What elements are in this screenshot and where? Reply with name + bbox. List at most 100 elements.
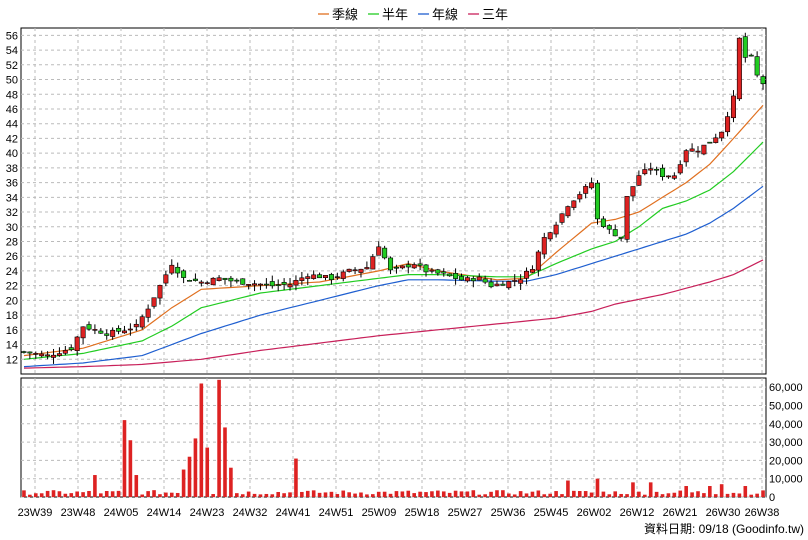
volume-bar: [134, 475, 139, 497]
candle: [133, 319, 139, 332]
candle-body: [417, 263, 423, 266]
candle: [453, 268, 459, 285]
candle-body: [594, 182, 600, 220]
candle-body: [488, 281, 494, 288]
x-tick-label: 25W18: [405, 507, 440, 519]
volume-bar: [672, 492, 677, 497]
candle-body: [346, 268, 352, 272]
candle-body: [27, 351, 33, 354]
candle-body: [121, 330, 127, 334]
candle: [139, 314, 145, 330]
candle: [736, 37, 742, 101]
volume-bar: [317, 492, 322, 497]
volume-tick-label: 0: [769, 492, 775, 504]
ma-line-3: [23, 259, 764, 369]
volume-bar: [33, 493, 38, 497]
candle: [689, 143, 695, 152]
candle-body: [547, 232, 553, 240]
volume-bar: [583, 491, 588, 497]
candle-body: [725, 116, 731, 133]
volume-bar: [512, 494, 517, 497]
candle: [163, 270, 169, 287]
candle: [713, 133, 719, 144]
volume-bar: [725, 493, 730, 497]
volume-bar: [719, 484, 724, 497]
price-tick-label: 40: [6, 148, 18, 160]
candle: [86, 321, 92, 331]
candle: [56, 347, 62, 357]
volume-bar: [459, 491, 464, 497]
candle-body: [62, 350, 68, 354]
volume-tick-label: 40,000: [769, 419, 803, 431]
candle-body: [429, 269, 435, 272]
candle: [695, 146, 701, 158]
volume-bar: [164, 492, 168, 497]
candle: [382, 245, 388, 260]
candle: [145, 304, 151, 323]
price-tick-label: 18: [6, 310, 18, 322]
candle: [299, 271, 305, 286]
candle-body: [104, 333, 110, 336]
candle: [600, 216, 606, 229]
candle-body: [506, 281, 512, 289]
candle-body: [411, 264, 417, 269]
volume-bar: [696, 491, 700, 497]
candle-body: [210, 277, 216, 286]
candle: [269, 275, 275, 289]
volume-bar: [122, 420, 127, 497]
candle-body: [405, 264, 411, 268]
candle-body: [382, 247, 388, 259]
candle: [222, 277, 228, 285]
candle: [228, 275, 234, 288]
candle: [240, 278, 246, 285]
candle-body: [577, 194, 583, 200]
candle-body: [470, 278, 476, 282]
candle: [388, 256, 394, 275]
candle-body: [630, 186, 636, 197]
candle-body: [760, 76, 766, 85]
volume-bar: [199, 383, 204, 497]
candle-body: [169, 264, 175, 274]
volume-bar: [447, 492, 452, 497]
price-panel: [20, 27, 767, 375]
candle: [181, 269, 187, 284]
candle: [654, 166, 660, 176]
candle: [494, 280, 500, 287]
x-tick-label: 24W51: [319, 507, 354, 519]
x-tick-label: 24W05: [104, 507, 139, 519]
x-tick-label: 25W36: [491, 507, 526, 519]
candle: [660, 164, 666, 181]
x-tick-label: 25W45: [534, 507, 569, 519]
candle: [500, 281, 506, 286]
volume-bar: [187, 456, 192, 497]
candle-body: [458, 276, 464, 281]
volume-bar: [93, 475, 97, 497]
candle-body: [74, 336, 80, 351]
candle: [529, 265, 535, 273]
candle-body: [281, 281, 287, 285]
candle: [311, 270, 317, 280]
volume-bar: [152, 490, 156, 497]
candle-body: [695, 150, 701, 153]
legend-label: 三年: [482, 7, 508, 22]
volume-bar: [211, 494, 215, 497]
candle-body: [376, 246, 382, 256]
volume-bar: [589, 492, 594, 497]
candle-body: [352, 269, 358, 272]
candle-body: [754, 56, 760, 76]
candle-body: [736, 37, 742, 100]
volume-bar: [648, 482, 653, 497]
volume-bar: [110, 491, 115, 497]
candle-body: [393, 266, 399, 269]
candle: [252, 280, 258, 292]
candle-body: [116, 327, 122, 332]
candle: [287, 278, 293, 291]
candle: [192, 273, 198, 282]
ma-line-0: [23, 104, 764, 357]
volume-bar: [235, 493, 239, 497]
candle: [524, 267, 530, 285]
candle: [92, 324, 98, 335]
data-date-footer: 資料日期: 09/18 (Goodinfo.tw): [644, 522, 804, 536]
price-tick-label: 12: [6, 354, 18, 366]
